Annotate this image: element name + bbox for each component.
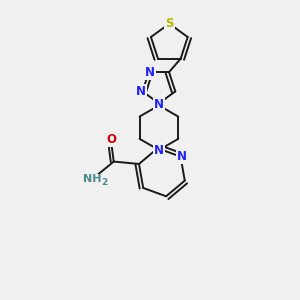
Text: O: O [106, 133, 116, 146]
Text: N: N [177, 150, 187, 163]
Text: S: S [165, 17, 174, 30]
Text: N: N [154, 144, 164, 157]
Text: N: N [145, 66, 155, 79]
Text: 2: 2 [102, 178, 108, 187]
Text: NH: NH [83, 174, 101, 184]
Text: N: N [136, 85, 146, 98]
Text: N: N [154, 98, 164, 111]
